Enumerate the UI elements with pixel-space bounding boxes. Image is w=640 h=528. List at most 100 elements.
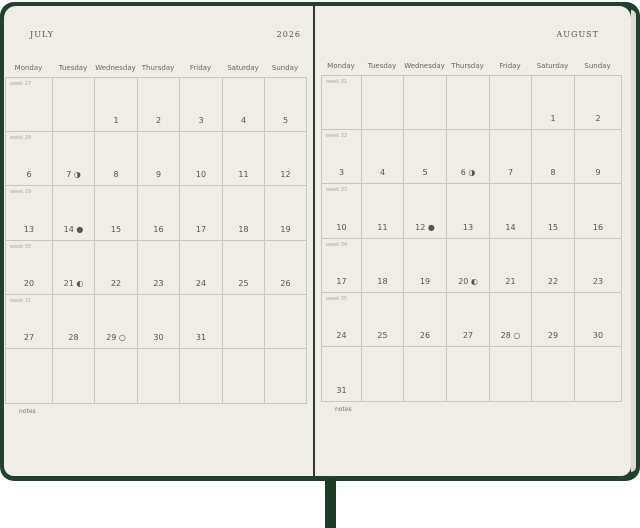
- day-cell[interactable]: week 31 27: [6, 295, 53, 349]
- right-page: AUGUST Monday Tuesday Wednesday Thursday Fri…: [315, 6, 631, 476]
- week-number: week 35: [326, 296, 348, 302]
- day-cell[interactable]: [138, 349, 180, 404]
- day-cell[interactable]: [447, 347, 490, 402]
- day-cell[interactable]: [180, 349, 223, 404]
- day-cell[interactable]: 9: [138, 132, 180, 186]
- day-cell[interactable]: [362, 76, 404, 130]
- day-cell[interactable]: 30: [138, 295, 180, 349]
- day-cell[interactable]: [490, 347, 532, 402]
- day-number: 15: [110, 225, 122, 234]
- day-cell[interactable]: 11: [223, 132, 265, 186]
- day-cell[interactable]: 15: [95, 186, 138, 241]
- day-cell[interactable]: 16: [138, 186, 180, 241]
- day-cell[interactable]: 1: [95, 78, 138, 132]
- day-cell[interactable]: 20 ◐: [447, 239, 490, 293]
- day-cell[interactable]: week 29 13: [6, 186, 53, 241]
- day-cell[interactable]: 11: [362, 184, 404, 239]
- day-cell[interactable]: 8: [532, 130, 575, 184]
- day-number: 6 ◑: [460, 168, 476, 177]
- day-cell[interactable]: 5: [404, 130, 447, 184]
- day-cell[interactable]: 29 ○: [95, 295, 138, 349]
- day-number: 8: [113, 170, 119, 179]
- day-number: 30: [592, 331, 604, 340]
- day-cell[interactable]: 31: [180, 295, 223, 349]
- day-cell[interactable]: 22: [532, 239, 575, 293]
- day-cell[interactable]: [447, 76, 490, 130]
- day-cell[interactable]: 7: [490, 130, 532, 184]
- day-cell[interactable]: 28: [53, 295, 95, 349]
- week-number: week 33: [326, 187, 348, 193]
- day-cell[interactable]: 7 ◑: [53, 132, 95, 186]
- day-cell[interactable]: [223, 349, 265, 404]
- day-cell[interactable]: 2: [575, 76, 622, 130]
- day-cell[interactable]: 25: [362, 293, 404, 347]
- day-cell[interactable]: 12: [265, 132, 307, 186]
- day-cell[interactable]: 28 ○: [490, 293, 532, 347]
- day-cell[interactable]: [575, 347, 622, 402]
- day-cell[interactable]: 31: [322, 347, 362, 402]
- day-cell[interactable]: 18: [223, 186, 265, 241]
- day-cell[interactable]: [532, 347, 575, 402]
- day-cell[interactable]: [223, 295, 265, 349]
- day-cell[interactable]: 26: [404, 293, 447, 347]
- day-cell[interactable]: 4: [223, 78, 265, 132]
- day-cell[interactable]: week 35 24: [322, 293, 362, 347]
- day-cell[interactable]: 6 ◑: [447, 130, 490, 184]
- day-cell[interactable]: 14 ●: [53, 186, 95, 241]
- day-number: 2: [155, 116, 162, 125]
- day-cell[interactable]: 30: [575, 293, 622, 347]
- day-cell[interactable]: [404, 76, 447, 130]
- day-cell[interactable]: 16: [575, 184, 622, 239]
- day-cell[interactable]: 15: [532, 184, 575, 239]
- day-cell[interactable]: 18: [362, 239, 404, 293]
- day-cell[interactable]: 8: [95, 132, 138, 186]
- weekday-header: Thursday: [141, 64, 175, 72]
- week-number: week 27: [10, 81, 32, 87]
- day-cell[interactable]: 12 ●: [404, 184, 447, 239]
- day-cell[interactable]: [53, 78, 95, 132]
- day-cell[interactable]: 3: [180, 78, 223, 132]
- day-cell[interactable]: 24: [180, 241, 223, 295]
- day-cell[interactable]: 21 ◐: [53, 241, 95, 295]
- day-cell[interactable]: [95, 349, 138, 404]
- day-cell[interactable]: week 34 17: [322, 239, 362, 293]
- day-cell[interactable]: 13: [447, 184, 490, 239]
- day-cell[interactable]: 17: [180, 186, 223, 241]
- day-cell[interactable]: 23: [575, 239, 622, 293]
- day-cell[interactable]: 27: [447, 293, 490, 347]
- day-cell[interactable]: 23: [138, 241, 180, 295]
- day-cell[interactable]: [490, 76, 532, 130]
- day-cell[interactable]: [404, 347, 447, 402]
- day-number: 11: [377, 223, 388, 232]
- day-cell[interactable]: week 27: [6, 78, 53, 132]
- day-cell[interactable]: 9: [575, 130, 622, 184]
- day-cell[interactable]: week 33 10: [322, 184, 362, 239]
- day-cell[interactable]: 10: [180, 132, 223, 186]
- day-cell[interactable]: [6, 349, 53, 404]
- day-cell[interactable]: [362, 347, 404, 402]
- day-cell[interactable]: 19: [265, 186, 307, 241]
- day-cell[interactable]: week 28 6: [6, 132, 53, 186]
- day-cell[interactable]: 22: [95, 241, 138, 295]
- day-cell[interactable]: [53, 349, 95, 404]
- day-cell[interactable]: 1: [532, 76, 575, 130]
- day-cell[interactable]: 5: [265, 78, 307, 132]
- day-cell[interactable]: 25: [223, 241, 265, 295]
- day-cell[interactable]: 14: [490, 184, 532, 239]
- weekday-header: Wednesday: [404, 62, 445, 70]
- day-cell[interactable]: 19: [404, 239, 447, 293]
- day-number: 31: [195, 333, 207, 342]
- day-cell[interactable]: 4: [362, 130, 404, 184]
- day-cell[interactable]: week 30 20: [6, 241, 53, 295]
- day-number: 20 ◐: [458, 277, 478, 286]
- day-cell[interactable]: 26: [265, 241, 307, 295]
- day-cell[interactable]: [265, 349, 307, 404]
- day-number: 3: [198, 116, 204, 125]
- day-cell[interactable]: 2: [138, 78, 180, 132]
- day-cell[interactable]: week 32 3: [322, 130, 362, 184]
- day-cell[interactable]: week 31: [322, 76, 362, 130]
- month-grid: week 27 1 2 3 4 5 week 28 6 7 ◑ 8 9 10 11 12 week 29 13…: [5, 77, 307, 404]
- day-cell[interactable]: 21: [490, 239, 532, 293]
- day-cell[interactable]: 29: [532, 293, 575, 347]
- day-cell[interactable]: [265, 295, 307, 349]
